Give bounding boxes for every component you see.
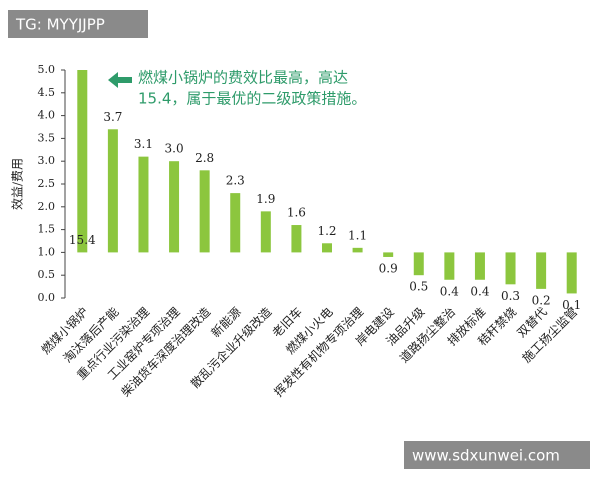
y-tick-label: 2.0: [38, 200, 56, 213]
y-axis-label: 效益/费用: [10, 158, 25, 210]
value-label: 1.1: [348, 228, 367, 242]
value-label: 1.9: [256, 192, 275, 206]
watermark-box: [404, 441, 590, 469]
bar: [77, 70, 88, 253]
y-tick-label: 4.5: [38, 86, 56, 99]
value-label: 0.1: [562, 298, 581, 312]
watermark-box: [8, 10, 148, 38]
bar: [107, 129, 118, 253]
bar: [444, 252, 455, 280]
arrow: [108, 72, 132, 88]
value-label: 0.5: [409, 280, 428, 294]
value-label: 3.0: [165, 142, 184, 156]
annotation: 燃煤小锅炉的费效比最高，高达: [138, 69, 348, 87]
bar: [474, 252, 485, 280]
value-label: 0.4: [440, 284, 459, 298]
value-label: 2.8: [195, 151, 214, 165]
y-tick-label: 1.5: [38, 223, 56, 236]
bar: [383, 252, 394, 257]
bar: [505, 252, 516, 285]
annotation: 15.4，属于最优的二级政策措施。: [138, 90, 366, 108]
bar: [322, 243, 332, 253]
y-tick-label: 3.0: [38, 154, 56, 167]
y-tick-label: 3.5: [38, 131, 56, 144]
bar: [138, 156, 149, 253]
y-tick-label: 1.0: [38, 245, 56, 258]
y-tick-label: 4.0: [38, 109, 56, 122]
bar: [536, 252, 547, 289]
bar: [230, 193, 241, 253]
value-label: 3.7: [103, 110, 122, 124]
value-label: 3.1: [134, 137, 153, 151]
bar: [199, 170, 210, 253]
bar: [169, 161, 180, 253]
value-label: 2.3: [226, 174, 245, 188]
bar: [260, 211, 271, 253]
bar: [352, 247, 363, 253]
bar: [291, 225, 302, 253]
value-label: 0.2: [532, 293, 551, 307]
value-label: 15.4: [69, 233, 96, 247]
y-tick-label: 5.0: [38, 63, 56, 76]
bar: [566, 252, 577, 294]
watermark: TG: MYYJJPP: [15, 16, 105, 34]
value-label: 1.6: [287, 206, 306, 220]
value-label: 0.9: [379, 261, 398, 275]
y-tick-label: 2.5: [38, 177, 56, 190]
plot-area: [77, 70, 577, 294]
bar: [413, 252, 424, 276]
y-tick-label: 0.5: [38, 268, 56, 281]
y-tick-label: 0.0: [38, 291, 56, 304]
value-label: 0.4: [470, 284, 489, 298]
watermark: www.sdxunwei.com: [412, 447, 560, 465]
value-label: 0.3: [501, 289, 520, 303]
value-label: 1.2: [317, 224, 336, 238]
